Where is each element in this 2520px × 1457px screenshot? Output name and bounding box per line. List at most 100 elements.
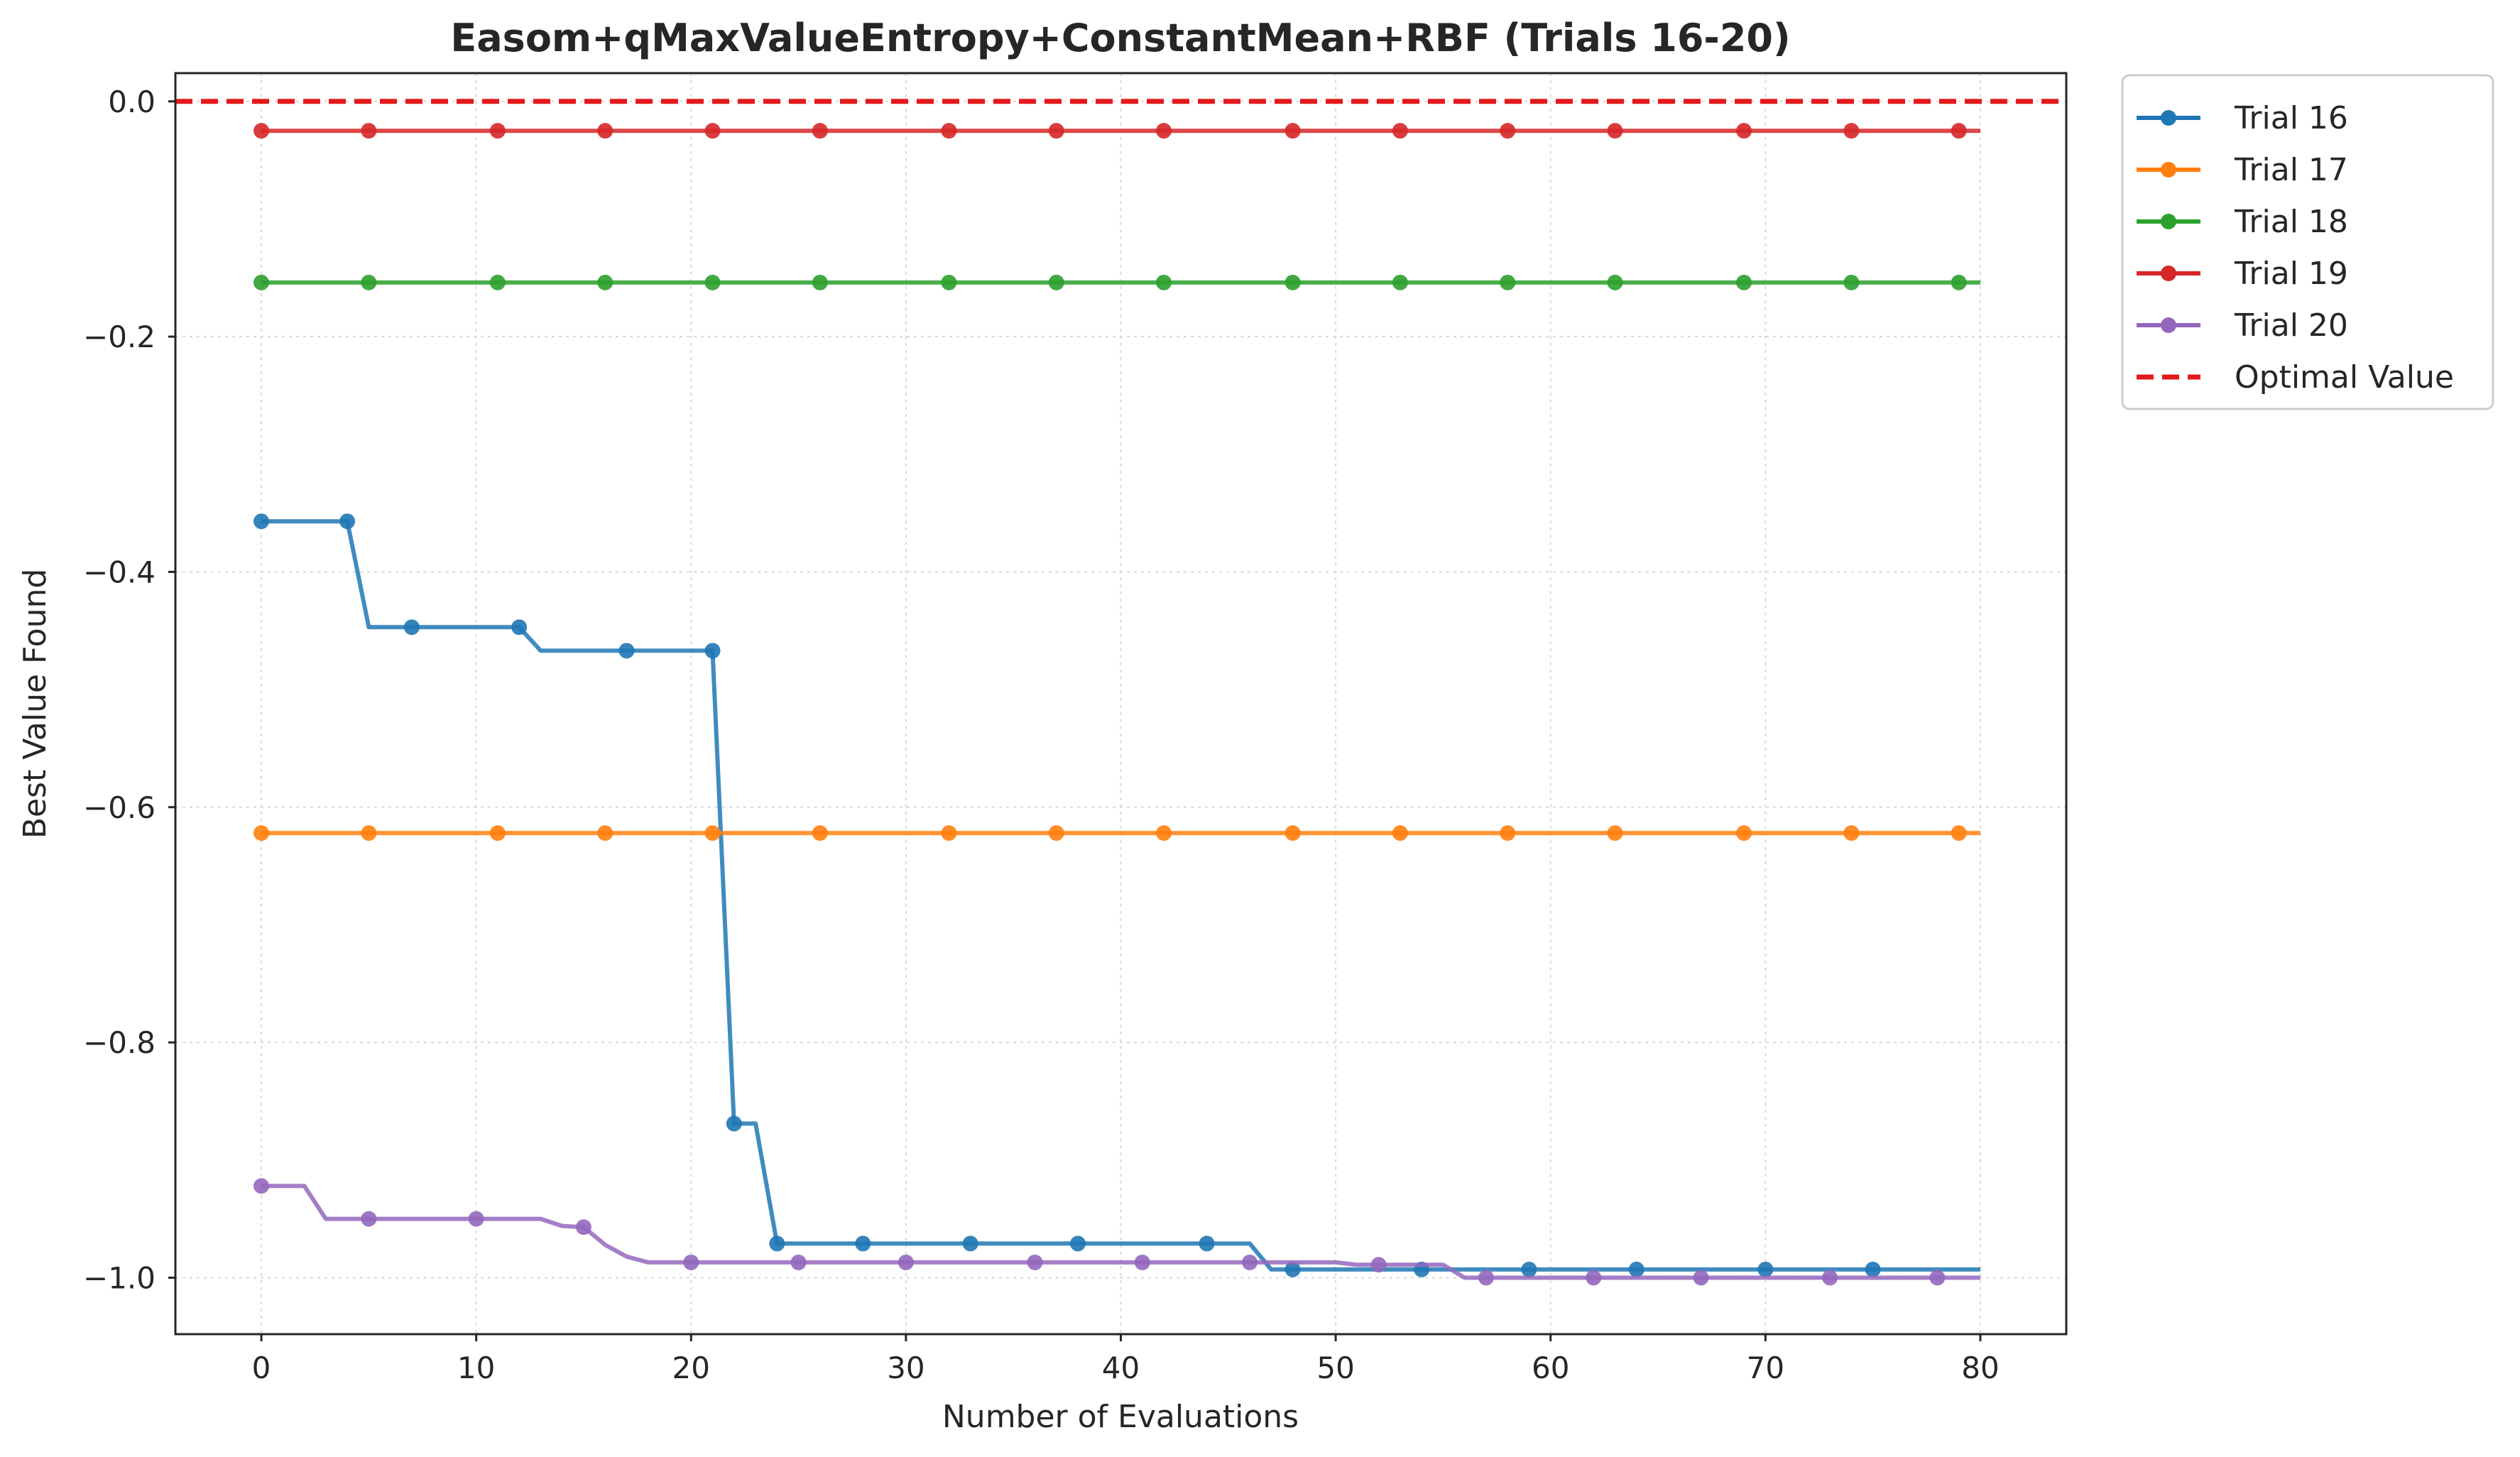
x-tick-label: 80 xyxy=(1961,1350,1999,1385)
trial-20-marker xyxy=(1586,1270,1602,1286)
trial-17-marker xyxy=(941,825,957,841)
trial-16-marker xyxy=(403,619,420,635)
legend-item-trial-16: Trial 16 xyxy=(2137,100,2348,136)
trial-17-marker xyxy=(489,825,506,841)
trial-20-marker xyxy=(1134,1254,1150,1270)
series-trial-19 xyxy=(253,123,1980,139)
trial-17-marker xyxy=(1048,825,1064,841)
legend-item-trial-19: Trial 19 xyxy=(2137,256,2348,292)
trial-16-marker xyxy=(618,643,635,659)
legend-label: Trial 16 xyxy=(2234,100,2348,136)
trial-18-marker xyxy=(1500,274,1516,290)
x-tick-label: 30 xyxy=(887,1350,924,1385)
trial-16-marker xyxy=(253,513,270,530)
trial-19-marker xyxy=(812,123,828,139)
trial-18-marker xyxy=(1392,274,1408,290)
trial-19-marker xyxy=(1607,123,1623,139)
trial-16-marker xyxy=(726,1115,742,1132)
trial-16-marker xyxy=(1757,1261,1774,1277)
trial-17-marker xyxy=(597,825,613,841)
trial-19-marker xyxy=(1736,123,1752,139)
trial-18-marker xyxy=(597,274,613,290)
series-trial-18 xyxy=(253,274,1980,290)
trial-16-marker xyxy=(511,619,528,635)
legend-marker xyxy=(2161,162,2176,178)
y-tick-label: 0.0 xyxy=(108,84,156,119)
trial-20-marker xyxy=(1027,1254,1043,1270)
trial-19-marker xyxy=(253,123,270,139)
legend-item-trial-17: Trial 17 xyxy=(2137,152,2348,188)
y-tick-label: −0.6 xyxy=(83,790,156,825)
trial-20-marker xyxy=(898,1254,914,1270)
trial-20-marker xyxy=(253,1178,270,1194)
trial-20-marker xyxy=(575,1219,591,1235)
trial-16-marker xyxy=(1628,1261,1644,1277)
trial-17-marker xyxy=(361,825,377,841)
series-trial-16 xyxy=(253,513,1980,1277)
trial-16-marker xyxy=(1865,1261,1881,1277)
y-tick-label: −0.8 xyxy=(83,1025,156,1060)
trial-17-marker xyxy=(1156,825,1172,841)
x-tick-label: 60 xyxy=(1532,1350,1569,1385)
trial-17-marker xyxy=(1736,825,1752,841)
trial-19-marker xyxy=(597,123,613,139)
trial-19-marker xyxy=(1843,123,1860,139)
legend-label: Trial 20 xyxy=(2234,307,2348,344)
x-tick-label: 40 xyxy=(1102,1350,1140,1385)
x-tick-label: 70 xyxy=(1747,1350,1784,1385)
trial-19-marker xyxy=(1048,123,1064,139)
trial-20-marker xyxy=(1929,1270,1946,1286)
y-tick-label: −0.4 xyxy=(83,555,156,589)
x-tick-label: 20 xyxy=(672,1350,710,1385)
y-axis-label: Best Value Found xyxy=(17,569,53,839)
legend-item-optimal-value: Optimal Value xyxy=(2137,359,2454,395)
trial-16-marker xyxy=(1199,1235,1215,1252)
trial-19-marker xyxy=(704,123,721,139)
trial-19-marker xyxy=(1284,123,1301,139)
x-tick-label: 0 xyxy=(252,1350,271,1385)
trial-18-marker xyxy=(489,274,506,290)
grid-lines xyxy=(175,73,2066,1334)
trial-17-marker xyxy=(1392,825,1408,841)
trial-20-marker xyxy=(683,1254,699,1270)
trial-20-marker xyxy=(1822,1270,1838,1286)
trial-18-marker xyxy=(1607,274,1623,290)
trial-18-marker xyxy=(1843,274,1860,290)
x-tick-label: 50 xyxy=(1316,1350,1354,1385)
trial-17-marker xyxy=(1607,825,1623,841)
trial-20-marker xyxy=(790,1254,807,1270)
legend-label: Trial 19 xyxy=(2234,256,2348,292)
trial-17-marker xyxy=(1951,825,1967,841)
trial-17-marker xyxy=(1843,825,1860,841)
trial-19-marker xyxy=(489,123,506,139)
trial-20-marker xyxy=(1242,1254,1258,1270)
chart-title: Easom+qMaxValueEntropy+ConstantMean+RBF … xyxy=(450,16,1790,60)
trial-16-marker xyxy=(769,1235,785,1252)
trial-18-marker xyxy=(1284,274,1301,290)
trial-18-marker xyxy=(812,274,828,290)
trial-16-marker xyxy=(855,1235,871,1252)
trial-19-marker xyxy=(361,123,377,139)
trial-20-marker xyxy=(468,1211,484,1227)
trial-19-marker xyxy=(1951,123,1967,139)
trial-18-marker xyxy=(361,274,377,290)
x-tick-label: 10 xyxy=(457,1350,495,1385)
legend-label: Trial 18 xyxy=(2234,204,2348,240)
trial-20-marker xyxy=(1370,1257,1387,1273)
trial-16-line xyxy=(261,519,1980,1272)
y-axis-ticks: 0.0 −0.2 −0.4 −0.6 −0.8 −1.0 xyxy=(83,84,175,1295)
legend-label: Trial 17 xyxy=(2234,152,2348,188)
trial-19-marker xyxy=(1500,123,1516,139)
trial-19-marker xyxy=(941,123,957,139)
legend-marker xyxy=(2161,266,2176,281)
trial-16-marker xyxy=(1284,1261,1301,1277)
plot-series xyxy=(175,99,2066,1286)
trial-20-marker xyxy=(361,1211,377,1227)
trial-17-marker xyxy=(704,825,721,841)
trial-18-marker xyxy=(1951,274,1967,290)
trial-16-marker xyxy=(1069,1235,1086,1252)
trial-18-marker xyxy=(1156,274,1172,290)
trial-18-marker xyxy=(1736,274,1752,290)
